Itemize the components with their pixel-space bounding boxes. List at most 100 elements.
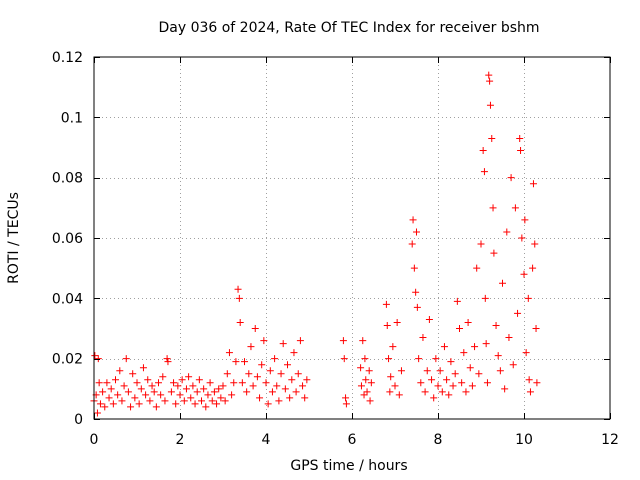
data-point bbox=[413, 303, 421, 311]
data-point bbox=[249, 382, 257, 390]
data-point bbox=[164, 358, 172, 366]
data-point bbox=[434, 382, 442, 390]
data-point bbox=[447, 358, 455, 366]
data-point bbox=[157, 391, 165, 399]
data-point bbox=[268, 388, 276, 396]
data-point bbox=[112, 376, 119, 384]
data-point bbox=[529, 180, 537, 188]
data-point bbox=[382, 300, 390, 308]
data-point bbox=[202, 403, 210, 411]
data-point bbox=[440, 343, 448, 351]
data-point bbox=[105, 394, 113, 402]
data-point bbox=[228, 391, 236, 399]
data-points bbox=[90, 71, 541, 417]
data-point bbox=[443, 376, 451, 384]
x-tick-label: 2 bbox=[176, 432, 185, 448]
data-point bbox=[531, 240, 539, 248]
y-tick-label: 0.04 bbox=[52, 291, 83, 307]
data-point bbox=[234, 285, 242, 293]
data-point bbox=[124, 388, 132, 396]
data-point bbox=[464, 318, 472, 326]
data-point bbox=[213, 400, 221, 408]
data-point bbox=[275, 397, 283, 405]
x-tick-label: 8 bbox=[434, 432, 443, 448]
data-point bbox=[170, 379, 178, 387]
data-point bbox=[477, 240, 485, 248]
data-point bbox=[221, 397, 229, 405]
data-point bbox=[95, 379, 103, 387]
data-point bbox=[245, 370, 253, 378]
data-point bbox=[468, 382, 476, 390]
data-point bbox=[503, 228, 511, 236]
data-point bbox=[159, 373, 167, 381]
data-point bbox=[360, 391, 368, 399]
data-point bbox=[273, 382, 281, 390]
data-point bbox=[294, 370, 302, 378]
data-point bbox=[518, 234, 526, 242]
data-point bbox=[219, 382, 227, 390]
y-tick-label: 0.08 bbox=[52, 171, 83, 187]
data-point bbox=[137, 385, 145, 393]
x-tick-label: 12 bbox=[601, 432, 619, 448]
data-point bbox=[208, 397, 216, 405]
data-point bbox=[200, 385, 208, 393]
data-point bbox=[483, 379, 491, 387]
data-point bbox=[456, 325, 463, 332]
data-point bbox=[193, 388, 201, 396]
data-point bbox=[129, 370, 137, 378]
data-point bbox=[488, 134, 496, 142]
data-point bbox=[139, 364, 147, 372]
data-point bbox=[187, 394, 195, 402]
data-point bbox=[288, 376, 296, 384]
data-point bbox=[236, 318, 244, 326]
data-point bbox=[176, 391, 184, 399]
data-point bbox=[296, 337, 304, 345]
chart-title: Day 036 of 2024, Rate Of TEC Index for r… bbox=[158, 20, 539, 36]
axis-ticks: 0 2 4 6 8 10 12 0 0.02 0.04 0.06 0.08 0.1 0.12 bbox=[52, 50, 619, 448]
data-point bbox=[146, 397, 154, 405]
data-point bbox=[260, 337, 268, 345]
data-point bbox=[490, 249, 498, 257]
data-point bbox=[195, 376, 203, 384]
data-point bbox=[385, 355, 393, 363]
data-point bbox=[387, 373, 395, 381]
data-point bbox=[409, 216, 417, 224]
data-point bbox=[204, 391, 212, 399]
data-point bbox=[142, 391, 150, 399]
data-point bbox=[391, 382, 399, 390]
data-point bbox=[150, 388, 158, 396]
data-point bbox=[362, 376, 370, 384]
y-tick-label: 0.06 bbox=[52, 231, 83, 247]
data-point bbox=[232, 358, 240, 366]
data-point bbox=[471, 343, 479, 351]
data-point bbox=[172, 400, 180, 408]
data-point bbox=[230, 379, 238, 387]
data-point bbox=[511, 204, 519, 212]
data-point bbox=[357, 382, 365, 390]
x-tick-label: 4 bbox=[262, 432, 271, 448]
data-point bbox=[386, 388, 394, 396]
data-point bbox=[389, 343, 397, 351]
data-point bbox=[489, 204, 497, 212]
data-point bbox=[363, 388, 371, 396]
data-point bbox=[514, 309, 522, 317]
data-point bbox=[494, 352, 502, 360]
data-point bbox=[451, 370, 459, 378]
data-point bbox=[366, 397, 374, 405]
data-point bbox=[524, 294, 532, 302]
data-point bbox=[529, 264, 537, 272]
data-point bbox=[342, 400, 350, 408]
data-point bbox=[279, 340, 287, 348]
data-point bbox=[466, 364, 474, 372]
data-point bbox=[133, 379, 141, 387]
data-point bbox=[339, 337, 347, 345]
data-point bbox=[462, 388, 470, 396]
data-point bbox=[438, 388, 446, 396]
data-point bbox=[415, 355, 423, 363]
data-point bbox=[419, 334, 427, 342]
data-point bbox=[532, 325, 540, 332]
data-point bbox=[152, 403, 160, 411]
data-point bbox=[185, 373, 193, 381]
data-point bbox=[96, 400, 104, 408]
data-point bbox=[421, 388, 429, 396]
